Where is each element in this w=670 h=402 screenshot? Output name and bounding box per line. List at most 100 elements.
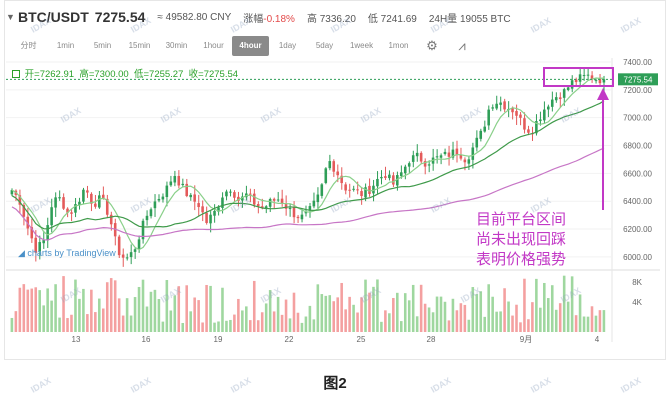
candle-body <box>145 215 149 221</box>
volume-bar <box>487 284 490 332</box>
volume-bar <box>324 295 328 332</box>
volume-bar <box>368 292 371 332</box>
candle-body <box>221 197 224 208</box>
candle-body <box>105 198 109 215</box>
volume-bar <box>380 321 383 332</box>
x-tick-label: 19 <box>214 335 223 344</box>
volume-bar <box>213 322 216 332</box>
tradingview-logo[interactable]: ◢ charts by TradingView <box>18 248 116 259</box>
volume-bar <box>590 306 594 332</box>
settings-icon[interactable]: ⚙ <box>426 38 438 53</box>
legend-high: 高=7300.00 <box>79 69 129 80</box>
price-tick-label: 7000.00 <box>623 114 652 123</box>
candle-body <box>173 176 177 183</box>
volume-bar <box>594 315 598 332</box>
x-tick-label: 4 <box>595 335 600 344</box>
volume-bar <box>94 312 97 332</box>
tf-button[interactable]: 1mon <box>388 41 409 50</box>
volume-bar <box>22 284 26 332</box>
tf-button[interactable]: 5min <box>93 41 112 50</box>
candle-body <box>300 214 304 220</box>
volume-bar <box>566 301 570 332</box>
volume-tick-label: 8K <box>632 278 642 287</box>
candle-body <box>197 203 200 208</box>
tf-button[interactable]: 30min <box>165 41 188 50</box>
candle-body <box>209 214 212 224</box>
indicators-icon[interactable]: ⩘ <box>458 38 466 53</box>
volume-bar <box>18 287 22 332</box>
tf-button[interactable]: 1week <box>349 41 374 50</box>
candle-body <box>201 206 204 213</box>
volume-bar <box>237 298 240 332</box>
candle-body <box>94 203 97 207</box>
candle-body <box>34 237 38 253</box>
volume-bar <box>451 298 455 332</box>
candle-body <box>419 152 423 162</box>
volume-bar <box>169 310 173 332</box>
volume-bar <box>459 303 463 332</box>
ohlc-legend: 开=7262.91 高=7300.00 低=7255.27 收=7275.54 <box>12 66 238 80</box>
candle-body <box>527 129 530 133</box>
candle-body <box>50 207 53 226</box>
volume-bar <box>272 311 276 332</box>
chevron-down-icon[interactable]: ▼ <box>6 12 15 22</box>
candle-body <box>137 239 141 249</box>
candle-body <box>18 195 22 205</box>
volume-bar <box>141 279 145 332</box>
candle-body <box>558 97 562 100</box>
x-tick-label: 25 <box>357 335 366 344</box>
volume-bar <box>499 311 502 332</box>
tf-button[interactable]: 分时 <box>20 41 37 50</box>
volume-bar <box>463 304 467 332</box>
x-tick-label: 13 <box>72 335 81 344</box>
volume-bar <box>280 314 284 332</box>
ma-short-line <box>11 77 605 251</box>
volume-bar <box>177 286 181 332</box>
volume-bar <box>332 301 336 332</box>
volume-bar <box>471 287 475 332</box>
candle-body <box>519 114 522 118</box>
candle-body <box>125 257 129 259</box>
tradingview-logo-text: charts by TradingView <box>27 248 116 258</box>
candle-body <box>447 152 451 157</box>
tf-button[interactable]: 15min <box>128 41 151 50</box>
candle-body <box>590 75 594 80</box>
candle-body <box>356 189 359 191</box>
tf-button[interactable]: 5day <box>315 41 334 50</box>
legend-square-icon <box>12 70 20 78</box>
volume-bar <box>519 322 522 332</box>
candle-body <box>205 212 208 223</box>
candle-body <box>42 240 45 244</box>
volume-bar <box>483 316 486 332</box>
candle-body <box>157 198 161 201</box>
volume-bar <box>78 298 81 332</box>
legend-low: 低=7255.27 <box>133 69 184 80</box>
candle-body <box>539 119 542 122</box>
volume-bar <box>535 278 538 332</box>
tf-button[interactable]: 1min <box>56 41 75 50</box>
volume-bar <box>602 310 606 332</box>
tf-button-active[interactable]: 4hour <box>232 36 269 56</box>
current-price-label: 7275.54 <box>624 75 653 84</box>
volume-bar <box>86 314 89 332</box>
volume-bar <box>539 307 542 332</box>
volume-bar <box>447 320 451 332</box>
candle-body <box>249 193 252 195</box>
volume-bar <box>455 310 459 332</box>
legend-open: 开=7262.91 <box>24 69 75 80</box>
volume-bar <box>189 311 192 332</box>
volume-bar <box>217 321 220 332</box>
tf-button[interactable]: 1day <box>278 41 297 50</box>
volume-bar <box>554 309 558 332</box>
pair-name[interactable]: BTC/USDT <box>18 9 89 25</box>
volume-bar <box>578 294 582 332</box>
low-24h: 低 7241.69 <box>367 13 417 25</box>
candle-body <box>499 102 502 105</box>
candle-body <box>185 183 188 197</box>
volume-bar <box>384 310 387 332</box>
candle-body <box>578 74 582 82</box>
candle-body <box>435 156 439 158</box>
volume-bar <box>193 297 196 332</box>
tf-button[interactable]: 1hour <box>203 41 224 50</box>
